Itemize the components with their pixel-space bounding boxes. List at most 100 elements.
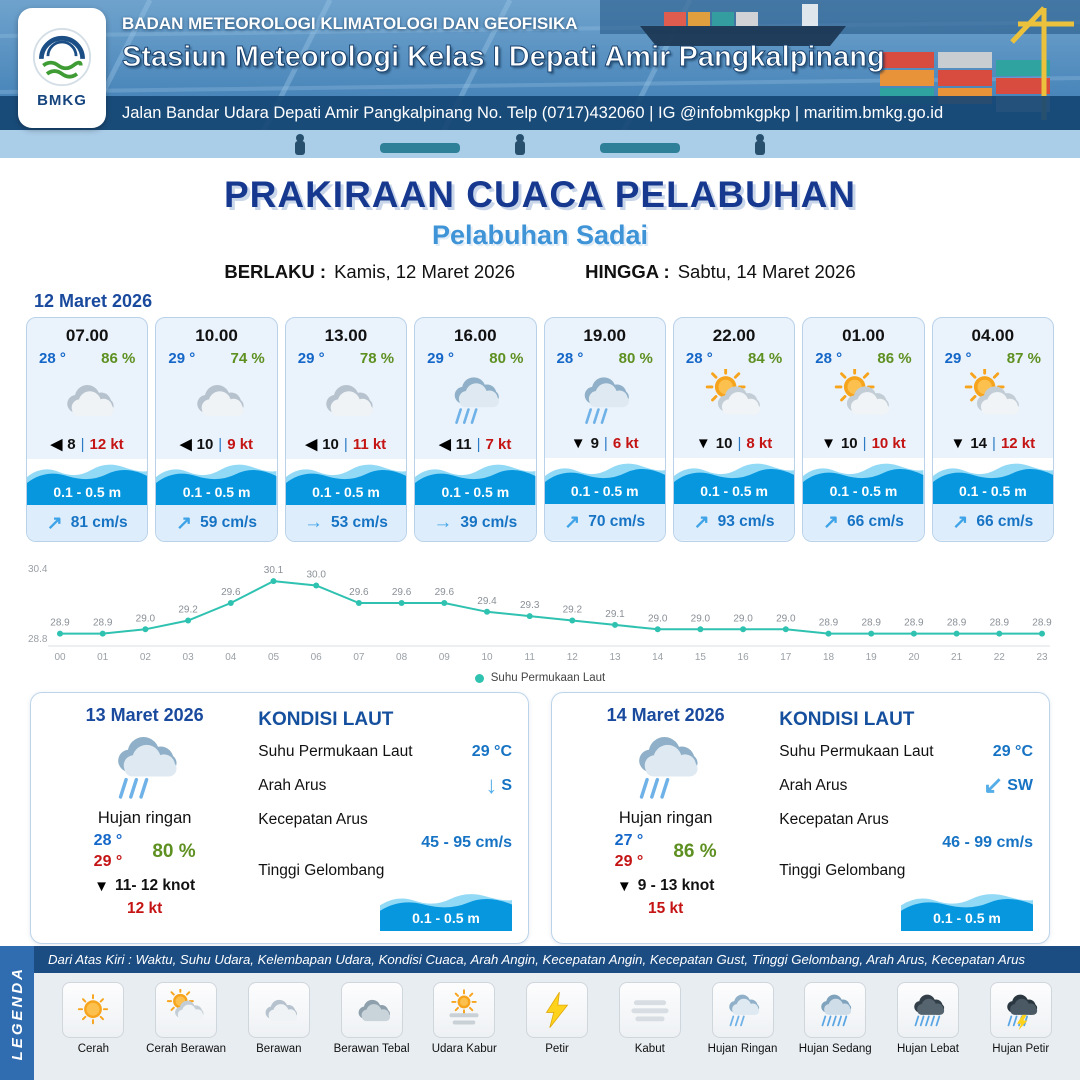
legend-item-label: Berawan Tebal bbox=[333, 1043, 410, 1055]
legend-items-row: Cerah Cerah Berawan Berawan Berawan Teba… bbox=[34, 973, 1080, 1055]
wind-row: ◀ 10 | 11 kt bbox=[286, 433, 406, 459]
wave-shape bbox=[803, 463, 924, 504]
wave-height: 0.1 - 0.5 m bbox=[182, 484, 251, 500]
legend-item: Berawan Tebal bbox=[328, 982, 415, 1055]
forecast-card: 04.00 29 ° 87 % ▼ 14 | 12 kt 0.1 - 0.5 m… bbox=[931, 317, 1054, 542]
wave-band: 0.1 - 0.5 m bbox=[544, 458, 665, 504]
svg-text:03: 03 bbox=[183, 652, 195, 663]
current-row: ↗ 59 cm/s bbox=[156, 505, 277, 541]
station-address: Jalan Bandar Udara Depati Amir Pangkalpi… bbox=[0, 96, 1080, 130]
sea-conditions: KONDISI LAUT Suhu Permukaan Laut 29 °C A… bbox=[242, 705, 512, 931]
wave-band: 0.1 - 0.5 m bbox=[27, 459, 148, 505]
day-wind: ▼ 11- 12 knot bbox=[47, 877, 242, 895]
legend-weather-icon bbox=[618, 982, 681, 1038]
wind-gust: 10 kt bbox=[871, 435, 906, 452]
forecast-temps: 28 ° 86 % bbox=[803, 346, 923, 367]
day-temp-max: 29 ° bbox=[93, 853, 123, 870]
sst-chart-section: 30.4 28.8 28.9 00 28.9 01 29.0 02 29.2 03 29.6 04 30… bbox=[26, 552, 1054, 684]
sea-conditions-title: KONDISI LAUT bbox=[779, 709, 915, 730]
forecast-time: 19.00 bbox=[583, 326, 626, 345]
legend-item-label: Hujan Sedang bbox=[798, 1043, 872, 1055]
wind-row: ◀ 8 | 12 kt bbox=[27, 433, 147, 459]
bmkg-logo-text: BMKG bbox=[37, 92, 87, 109]
svg-text:18: 18 bbox=[823, 652, 835, 663]
svg-text:06: 06 bbox=[311, 652, 323, 663]
sst-chart: 30.428.828.90028.90129.00229.20329.60430… bbox=[28, 564, 1052, 663]
legend-weather-icon bbox=[433, 982, 496, 1038]
day-temps: 28 ° 29 ° 80 % bbox=[47, 832, 242, 871]
day-weather-label: Hujan ringan bbox=[618, 809, 713, 827]
wind-speed: 10 bbox=[196, 435, 214, 453]
wind-row: ▼ 10 | 8 kt bbox=[674, 433, 794, 458]
air-temperature: 29 ° bbox=[168, 350, 196, 367]
wind-direction-icon: ◀ bbox=[305, 436, 318, 453]
legend-item: Kabut bbox=[606, 982, 693, 1055]
current-direction-icon: ↗ bbox=[693, 511, 710, 533]
day-temps: 27 ° 29 ° 86 % bbox=[568, 832, 763, 871]
svg-text:28.9: 28.9 bbox=[947, 618, 967, 629]
current-direction-icon: ↓ bbox=[485, 772, 498, 799]
valid-to-value: Sabtu, 14 Maret 2026 bbox=[677, 261, 856, 282]
forecast-time: 04.00 bbox=[971, 326, 1015, 345]
forecast-time: 16.00 bbox=[454, 326, 497, 345]
forecast-card: 13.00 29 ° 78 % ◀ 10 | 11 kt 0.1 - 0.5 m… bbox=[284, 317, 408, 542]
svg-text:00: 00 bbox=[54, 652, 66, 663]
air-temperature: 29 ° bbox=[944, 350, 972, 367]
air-temperature: 29 ° bbox=[427, 350, 454, 367]
wind-direction-icon: ▼ bbox=[821, 435, 836, 452]
current-direction-icon: ↙ bbox=[983, 772, 1004, 799]
wave-height: 0.1 - 0.5 m bbox=[829, 483, 898, 499]
humidity: 87 % bbox=[1006, 350, 1041, 367]
bmkg-logo: BMKG bbox=[18, 8, 106, 128]
wind-row: ▼ 14 | 12 kt bbox=[933, 433, 1053, 458]
wave-band: 0.1 - 0.5 m bbox=[415, 459, 536, 505]
sst-row: Suhu Permukaan Laut 29 °C bbox=[258, 743, 512, 761]
air-temperature: 28 ° bbox=[39, 350, 66, 367]
forecast-temps: 29 ° 80 % bbox=[415, 346, 535, 367]
wave-height-row: Tinggi Gelombang bbox=[258, 862, 512, 880]
svg-text:28.9: 28.9 bbox=[990, 618, 1010, 629]
svg-text:04: 04 bbox=[225, 652, 237, 663]
svg-text:09: 09 bbox=[439, 652, 451, 663]
svg-text:29.2: 29.2 bbox=[563, 605, 583, 616]
forecast-card: 10.00 29 ° 74 % ◀ 10 | 9 kt 0.1 - 0.5 m … bbox=[155, 317, 278, 542]
svg-text:21: 21 bbox=[951, 652, 963, 663]
humidity: 74 % bbox=[230, 350, 265, 367]
svg-text:29.6: 29.6 bbox=[221, 587, 241, 598]
svg-text:22: 22 bbox=[994, 652, 1006, 663]
day-temp-min: 27 ° bbox=[614, 832, 644, 849]
station-name: Stasiun Meteorologi Kelas I Depati Amir … bbox=[122, 41, 886, 74]
wind-gust: 9 kt bbox=[227, 435, 254, 453]
wind-separator: | bbox=[476, 435, 481, 453]
svg-text:15: 15 bbox=[695, 652, 707, 663]
wave-height-label: Tinggi Gelombang bbox=[779, 862, 906, 879]
weather-icon bbox=[545, 367, 665, 433]
current-speed-row: Kecepatan Arus bbox=[258, 811, 512, 829]
day-wind-speed: 11- 12 knot bbox=[115, 877, 196, 894]
legend-item-label: Hujan Petir bbox=[992, 1043, 1050, 1055]
wind-speed: 11 bbox=[455, 435, 472, 453]
current-direction-icon: ↗ bbox=[823, 511, 839, 533]
wind-row: ◀ 11 | 7 kt bbox=[415, 433, 535, 459]
wind-speed: 8 bbox=[67, 435, 76, 453]
forecast-temps: 28 ° 84 % bbox=[674, 346, 794, 367]
wind-gust: 7 kt bbox=[485, 435, 512, 453]
legend-weather-icon bbox=[711, 982, 774, 1038]
legend-main: Dari Atas Kiri : Waktu, Suhu Udara, Kele… bbox=[34, 946, 1080, 1080]
wind-separator: | bbox=[603, 435, 608, 452]
forecast-card: 07.00 28 ° 86 % ◀ 8 | 12 kt 0.1 - 0.5 m … bbox=[26, 317, 149, 542]
svg-text:28.9: 28.9 bbox=[50, 618, 70, 629]
forecast-card: 22.00 28 ° 84 % ▼ 10 | 8 kt 0.1 - 0.5 m … bbox=[672, 317, 796, 542]
wind-speed: 10 bbox=[322, 435, 339, 453]
wave-shape bbox=[285, 464, 407, 505]
wind-row: ▼ 10 | 10 kt bbox=[803, 433, 923, 458]
weather-icon bbox=[803, 367, 923, 433]
svg-text:30.4: 30.4 bbox=[28, 564, 48, 575]
forecast-cards-row: 07.00 28 ° 86 % ◀ 8 | 12 kt 0.1 - 0.5 m … bbox=[0, 317, 1080, 542]
svg-text:02: 02 bbox=[140, 652, 152, 663]
day-temp-min: 28 ° bbox=[93, 832, 123, 849]
day-wind-speed: 9 - 13 knot bbox=[637, 877, 715, 894]
current-speed: 53 cm/s bbox=[330, 514, 388, 531]
current-speed-value: 46 - 99 cm/s bbox=[942, 834, 1033, 851]
current-row: ↗ 93 cm/s bbox=[673, 504, 795, 540]
